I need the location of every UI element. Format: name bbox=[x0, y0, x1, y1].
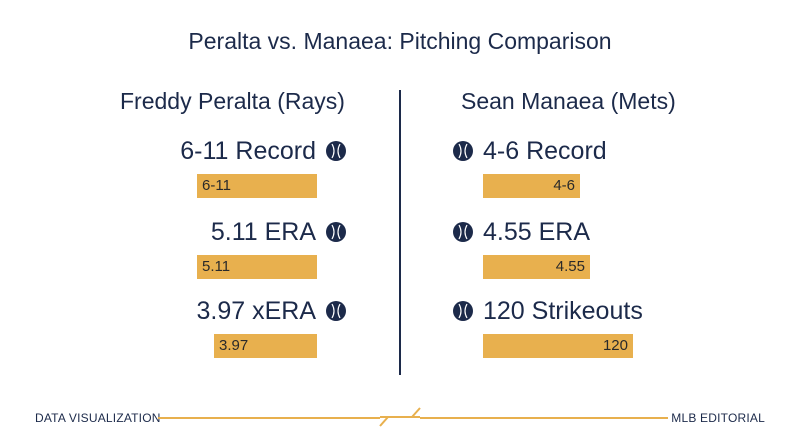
footer-left-label: DATA VISUALIZATION bbox=[35, 411, 161, 425]
stat-label-right-era: 4.55 ERA bbox=[483, 218, 591, 246]
footer-line-right bbox=[420, 417, 668, 419]
baseball-icon bbox=[453, 301, 473, 321]
stat-bar-left-record: 6-11 bbox=[197, 174, 317, 198]
baseball-icon bbox=[453, 222, 473, 242]
footer-line-break bbox=[379, 407, 421, 427]
stat-label-right-strikeouts: 120 Strikeouts bbox=[483, 297, 643, 325]
baseball-icon bbox=[326, 301, 346, 321]
footer-line-left bbox=[158, 417, 380, 419]
stat-bar-left-era: 5.11 bbox=[197, 255, 317, 279]
player-name-left: Freddy Peralta (Rays) bbox=[120, 88, 345, 114]
baseball-icon bbox=[326, 141, 346, 161]
stat-label-right-record: 4-6 Record bbox=[483, 137, 607, 165]
baseball-icon bbox=[453, 141, 473, 161]
center-divider bbox=[399, 90, 401, 375]
stat-bar-right-record: 4-6 bbox=[483, 174, 580, 198]
stat-label-left-xera: 3.97 xERA bbox=[196, 297, 316, 325]
stat-bar-right-strikeouts: 120 bbox=[483, 334, 633, 358]
stat-label-left-era: 5.11 ERA bbox=[210, 218, 316, 246]
baseball-icon bbox=[326, 222, 346, 242]
chart-title: Peralta vs. Manaea: Pitching Comparison bbox=[188, 28, 612, 54]
footer-right-label: MLB EDITORIAL bbox=[671, 411, 765, 425]
stat-bar-left-xera: 3.97 bbox=[214, 334, 317, 358]
stat-label-left-record: 6-11 Record bbox=[180, 137, 316, 165]
stat-bar-right-era: 4.55 bbox=[483, 255, 590, 279]
player-name-right: Sean Manaea (Mets) bbox=[461, 88, 676, 114]
